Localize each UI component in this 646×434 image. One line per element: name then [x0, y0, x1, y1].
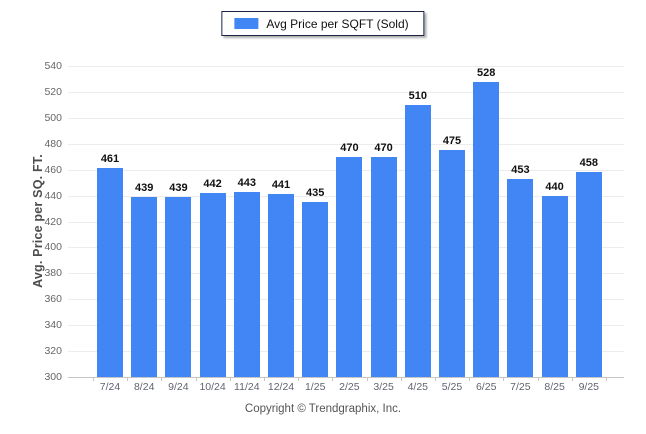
bar-3/25	[370, 156, 397, 377]
y-tick-label: 520	[44, 85, 62, 98]
x-axis-tick	[332, 377, 334, 381]
x-axis-tick	[298, 377, 300, 381]
bar-12/24	[268, 194, 294, 377]
x-tick-label: 10/24	[199, 381, 226, 393]
y-tick-label: 540	[44, 60, 62, 72]
x-tick-label: 6/25	[475, 381, 497, 393]
y-tick-label: 340	[44, 319, 62, 332]
x-tick-label: 8/24	[133, 381, 155, 393]
bar-8/24	[131, 196, 158, 377]
legend: Avg Price per SQFT (Sold)	[221, 11, 425, 36]
bar-value-label: 453	[511, 163, 530, 176]
x-axis-tick	[92, 377, 94, 381]
x-axis-tick	[469, 377, 471, 381]
x-axis-line	[68, 377, 624, 378]
bar-9/25	[575, 172, 602, 377]
x-axis-tick	[263, 377, 265, 381]
x-axis-tick	[434, 377, 436, 381]
bar-value-label: 439	[135, 181, 154, 194]
bar-8/25	[541, 195, 568, 377]
bar-value-label: 443	[237, 176, 256, 189]
x-tick-label: 11/24	[234, 381, 260, 393]
x-axis-tick	[127, 377, 129, 381]
bar-value-label: 440	[545, 180, 564, 193]
gridline	[68, 91, 624, 93]
x-axis-tick	[195, 377, 197, 381]
x-tick-label: 8/25	[544, 381, 565, 393]
x-tick-label: 7/25	[510, 381, 531, 393]
y-tick-label: 300	[44, 371, 62, 383]
copyright-text: Copyright © Trendgraphix, Inc.	[244, 403, 402, 415]
x-axis-labels: 7/24 8/24 9/24 10/24 11/24 12/24 1/25 2/25 3/25 4…	[68, 381, 624, 395]
bar-5/25	[439, 150, 465, 377]
bar-9/24	[165, 196, 192, 377]
x-axis-tick	[571, 377, 573, 381]
gridline	[68, 66, 624, 67]
y-tick-label: 480	[44, 137, 62, 150]
x-axis-tick	[400, 377, 402, 381]
y-tick-label: 400	[44, 241, 62, 254]
bar-10/24	[199, 193, 226, 377]
legend-label: Avg Price per SQFT (Sold)	[266, 16, 409, 31]
x-tick-label: 2/25	[339, 381, 360, 393]
x-tick-label: 12/24	[267, 381, 295, 393]
plot-area: 461 439 439 442 443 441 435 470 470 510 475 528 453 4…	[68, 66, 624, 381]
bar-value-label: 528	[477, 66, 496, 79]
legend-swatch	[234, 18, 259, 29]
bar-value-label: 441	[271, 179, 291, 192]
y-tick-label: 460	[44, 163, 62, 176]
bar-value-label: 439	[169, 181, 188, 194]
bar-value-label: 470	[340, 141, 359, 154]
bar-6/25	[473, 81, 500, 377]
x-axis-tick	[229, 377, 231, 381]
x-tick-label: 7/24	[99, 381, 121, 393]
bar-2/25	[336, 156, 363, 377]
y-tick-label: 320	[44, 345, 62, 358]
x-tick-label: 1/25	[304, 381, 326, 393]
x-axis-tick	[537, 377, 539, 381]
x-tick-label: 9/25	[578, 381, 600, 393]
bar-value-label: 510	[408, 89, 427, 102]
bar-7/25	[507, 178, 534, 377]
bar-value-label: 475	[442, 135, 462, 148]
x-tick-label: 4/25	[407, 381, 429, 393]
bar-value-label: 470	[374, 141, 393, 154]
y-tick-label: 440	[44, 189, 62, 202]
gridline	[68, 143, 624, 145]
x-tick-label: 5/25	[441, 381, 463, 393]
x-tick-label: 3/25	[373, 381, 394, 393]
y-tick-label: 500	[44, 111, 62, 124]
x-tick-label: 9/24	[168, 381, 189, 393]
x-axis-tick	[605, 377, 607, 381]
bar-value-label: 442	[203, 178, 222, 190]
y-tick-label: 360	[44, 293, 62, 306]
bar-value-label: 435	[306, 187, 325, 200]
y-tick-label: 420	[44, 215, 62, 228]
bar-value-label: 458	[579, 157, 598, 170]
bar-value-label: 461	[100, 153, 120, 166]
x-axis-tick	[161, 377, 163, 381]
bar-7/24	[97, 168, 123, 377]
gridline	[68, 117, 624, 119]
x-axis-tick	[366, 377, 368, 381]
bar-4/25	[404, 104, 431, 377]
x-axis-tick	[503, 377, 505, 381]
bar-11/24	[233, 191, 260, 377]
bar-1/25	[302, 202, 329, 377]
y-tick-label: 380	[44, 267, 62, 280]
